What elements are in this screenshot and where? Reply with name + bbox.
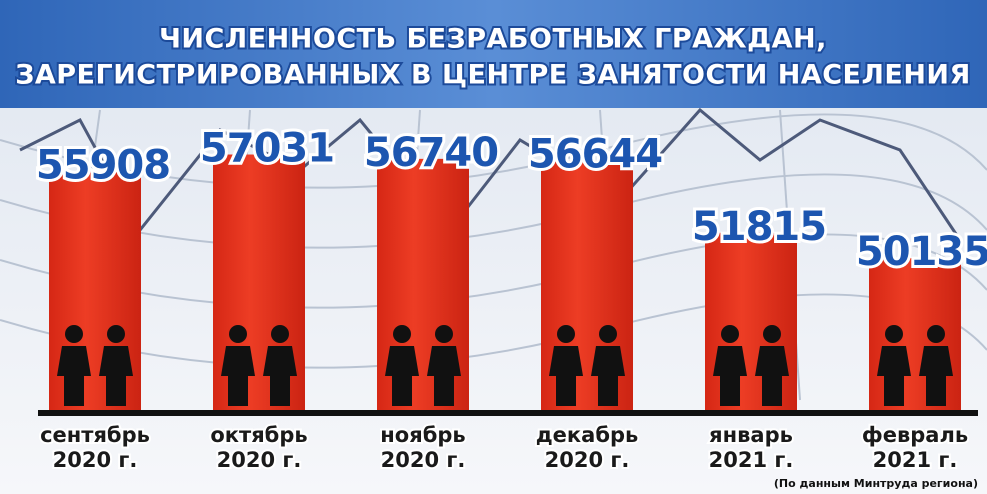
person-icon [763, 325, 781, 343]
baseline [38, 410, 978, 416]
chart-title: ЧИСЛЕННОСТЬ БЕЗРАБОТНЫХ ГРАЖДАН, [159, 24, 827, 55]
person-icon [221, 346, 255, 406]
x-tick-label: 2020 г. [381, 448, 466, 472]
person-icon [927, 325, 945, 343]
person-icon [721, 325, 739, 343]
person-icon [107, 325, 125, 343]
person-icon [877, 346, 911, 406]
x-tick-label: 2020 г. [545, 448, 630, 472]
person-icon [919, 346, 953, 406]
person-icon [99, 346, 133, 406]
value-label: 57031 [200, 126, 334, 172]
bar-shade [869, 257, 961, 410]
person-icon [713, 346, 747, 406]
x-tick-label: 2020 г. [53, 448, 138, 472]
person-icon [263, 346, 297, 406]
source-note: (По данным Минтруда региона) [774, 477, 978, 490]
person-icon [57, 346, 91, 406]
value-label: 55908 [36, 142, 170, 188]
person-icon [271, 325, 289, 343]
person-icon [385, 346, 419, 406]
x-tick-label: сентябрь [40, 423, 150, 447]
person-icon [599, 325, 617, 343]
value-label: 50135 [856, 229, 987, 275]
x-tick-label: 2021 г. [873, 448, 958, 472]
person-icon [65, 325, 83, 343]
value-label: 56740 [364, 130, 498, 176]
person-icon [549, 346, 583, 406]
person-icon [591, 346, 625, 406]
x-tick-label: февраль [862, 423, 968, 447]
title-banner [0, 0, 987, 108]
person-icon [229, 325, 247, 343]
person-icon [755, 346, 789, 406]
person-icon [885, 325, 903, 343]
x-tick-label: январь [709, 423, 793, 447]
value-label: 56644 [528, 131, 662, 177]
value-label: 51815 [692, 204, 826, 250]
person-icon [435, 325, 453, 343]
person-icon [393, 325, 411, 343]
chart-title: ЗАРЕГИСТРИРОВАННЫХ В ЦЕНТРЕ ЗАНЯТОСТИ НА… [15, 60, 971, 91]
trend-decor [19, 107, 962, 241]
person-icon [557, 325, 575, 343]
x-tick-label: 2020 г. [217, 448, 302, 472]
x-tick-label: 2021 г. [709, 448, 794, 472]
x-tick-label: декабрь [536, 423, 639, 447]
x-tick-label: октябрь [210, 423, 307, 447]
person-icon [427, 346, 461, 406]
x-tick-label: ноябрь [380, 423, 465, 447]
bar-shade [705, 232, 797, 410]
